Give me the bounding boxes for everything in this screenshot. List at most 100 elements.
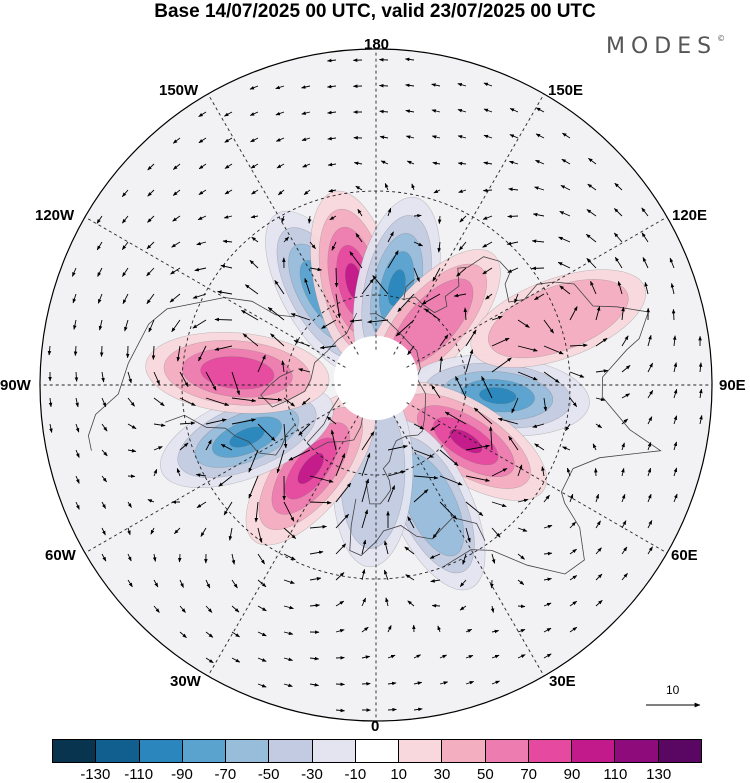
coastline bbox=[165, 414, 296, 456]
wind-arrow bbox=[585, 233, 597, 243]
wind-arrow bbox=[405, 135, 415, 139]
wind-arrow bbox=[532, 212, 545, 217]
wind-arrow bbox=[196, 241, 207, 246]
meridian-line bbox=[393, 93, 545, 355]
wind-arrow bbox=[673, 493, 678, 503]
wind-arrow bbox=[432, 267, 441, 282]
wind-arrow bbox=[535, 133, 545, 139]
wind-arrow bbox=[413, 681, 423, 685]
wind-arrow bbox=[281, 360, 285, 373]
wind-arrow bbox=[387, 707, 397, 712]
wind-arrow bbox=[543, 345, 564, 355]
wind-arrow bbox=[217, 290, 233, 295]
wind-arrow bbox=[514, 293, 519, 304]
contour-line bbox=[479, 387, 517, 405]
wind-arrow bbox=[357, 208, 363, 217]
wind-arrow bbox=[590, 280, 597, 295]
wind-arrow bbox=[277, 189, 285, 196]
wind-arrow bbox=[172, 163, 181, 170]
wind-arrow bbox=[172, 137, 181, 144]
wind-arrow bbox=[283, 631, 294, 636]
colorbar-cell bbox=[658, 740, 701, 762]
wind-arrow bbox=[127, 553, 132, 562]
wind-arrow bbox=[565, 423, 571, 432]
wind-arrow bbox=[439, 334, 449, 347]
wind-arrow bbox=[465, 349, 474, 373]
wind-arrow bbox=[127, 448, 137, 453]
wind-arrow bbox=[275, 85, 285, 90]
wind-arrow bbox=[517, 579, 525, 585]
wind-arrow bbox=[283, 683, 293, 688]
contour-line bbox=[387, 269, 406, 306]
wind-arrow bbox=[378, 83, 389, 88]
wind-arrow bbox=[281, 215, 285, 223]
wind-arrow bbox=[361, 568, 366, 581]
wind-arrow bbox=[231, 553, 236, 565]
wind-arrow bbox=[407, 345, 415, 356]
wind-arrow bbox=[405, 83, 415, 88]
wind-arrow bbox=[517, 345, 538, 352]
wind-arrow bbox=[621, 365, 631, 373]
anomaly-contour bbox=[488, 279, 629, 358]
wind-arrow bbox=[257, 527, 263, 543]
anomaly-contour bbox=[200, 356, 275, 390]
wind-arrow bbox=[309, 656, 320, 661]
wind-arrow bbox=[205, 418, 227, 425]
wind-arrow bbox=[283, 527, 297, 539]
wind-arrow bbox=[179, 605, 186, 613]
polar-map bbox=[39, 48, 713, 722]
wind-arrow bbox=[224, 163, 233, 169]
wind-arrow bbox=[101, 527, 106, 536]
wind-arrow bbox=[459, 579, 467, 587]
modes-logo: MODES© bbox=[606, 34, 726, 59]
wind-arrow bbox=[404, 546, 415, 555]
wind-arrow bbox=[413, 489, 429, 503]
wind-arrow bbox=[671, 308, 676, 321]
wind-arrow bbox=[431, 83, 441, 87]
wind-arrow bbox=[174, 527, 181, 535]
colorbar-cell bbox=[96, 740, 140, 762]
wind-arrow bbox=[309, 603, 321, 608]
wind-arrow bbox=[267, 307, 285, 321]
wind-arrow bbox=[122, 293, 129, 305]
wind-arrow bbox=[205, 397, 230, 406]
wind-arrow bbox=[534, 443, 545, 451]
anomaly-pos-40W bbox=[245, 391, 376, 546]
wind-arrow bbox=[148, 319, 155, 333]
colorbar-cell bbox=[572, 740, 616, 762]
wind-arrow bbox=[430, 423, 441, 431]
wind-arrow bbox=[517, 604, 526, 609]
wind-arrow bbox=[361, 431, 375, 451]
colorbar-cell bbox=[485, 740, 529, 762]
wind-arrow bbox=[169, 293, 181, 303]
wind-arrow bbox=[231, 397, 257, 403]
wind-arrow bbox=[595, 369, 609, 373]
wind-arrow bbox=[361, 597, 367, 607]
wind-arrow bbox=[621, 520, 627, 529]
wind-arrow bbox=[224, 111, 233, 117]
anomaly-contour bbox=[391, 278, 474, 367]
wind-arrow bbox=[429, 553, 441, 559]
wind-arrow bbox=[497, 417, 519, 425]
wind-arrow bbox=[241, 309, 259, 321]
wind-arrow bbox=[329, 215, 337, 221]
wind-arrow bbox=[147, 189, 155, 197]
colorbar-tick-label: 90 bbox=[563, 766, 581, 783]
wind-arrow bbox=[179, 442, 189, 451]
wind-arrow bbox=[387, 624, 392, 633]
wind-arrow bbox=[205, 579, 211, 589]
wind-arrow bbox=[647, 467, 652, 477]
wind-arrow bbox=[223, 215, 233, 219]
colorbar-tick-label: 10 bbox=[390, 766, 407, 783]
wind-arrow bbox=[257, 631, 267, 637]
wind-arrow bbox=[194, 267, 207, 272]
wind-arrow bbox=[218, 475, 233, 487]
wind-arrow bbox=[385, 597, 389, 607]
wind-arrow bbox=[431, 603, 441, 608]
wind-arrow bbox=[198, 111, 207, 117]
wind-arrow bbox=[517, 464, 523, 477]
colorbar-cell bbox=[139, 740, 183, 762]
wind-arrow bbox=[335, 453, 346, 477]
wind-arrow bbox=[321, 319, 337, 329]
wind-arrow bbox=[101, 553, 107, 562]
